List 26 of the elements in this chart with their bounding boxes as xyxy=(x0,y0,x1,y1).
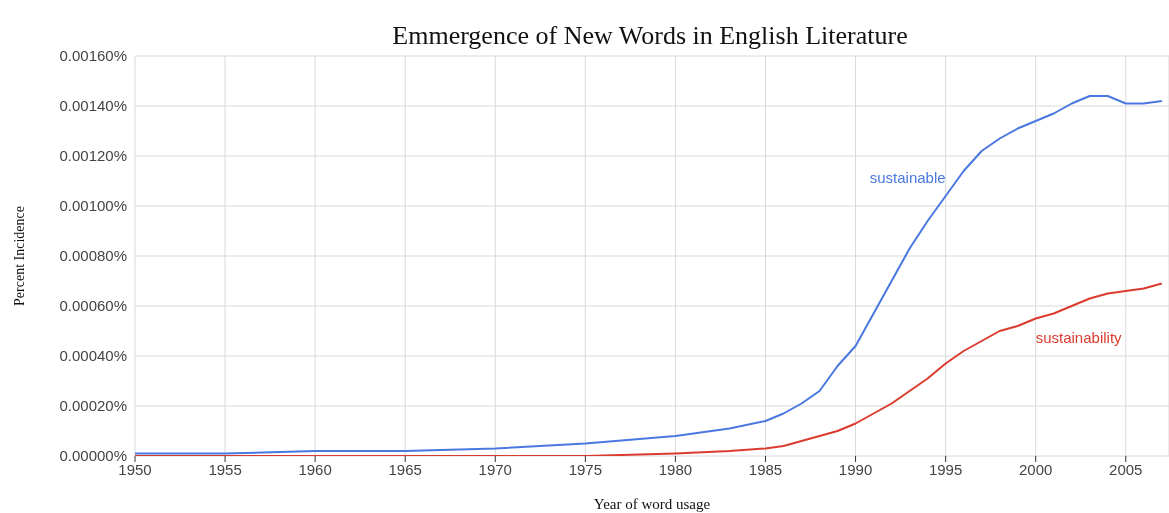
x-tick-label: 1995 xyxy=(928,460,963,478)
x-tick-label: 1960 xyxy=(298,460,332,478)
x-tick-label: 1985 xyxy=(748,460,783,478)
x-tick-label: 1955 xyxy=(208,460,242,478)
series-label: sustainable xyxy=(869,169,946,186)
line-series xyxy=(135,95,1163,455)
y-tick-label: 0.00160% xyxy=(59,47,127,65)
x-tick-label: 2000 xyxy=(1019,460,1053,478)
x-axis-title: Year of word usage xyxy=(593,496,711,512)
y-axis-title: Percent Incidence xyxy=(11,206,27,306)
y-tick-label: 0.00140% xyxy=(59,97,127,115)
x-tick-label: 1990 xyxy=(838,460,873,478)
y-tick-label: 0.00060% xyxy=(59,297,127,315)
y-tick-label: 0.00020% xyxy=(59,397,127,415)
x-tick-label: 1970 xyxy=(478,460,512,478)
y-tick-label: 0.00080% xyxy=(59,247,127,265)
line-series xyxy=(135,282,1163,456)
x-tick-label: 2005 xyxy=(1109,460,1143,478)
y-tick-label: 0.00100% xyxy=(59,197,127,215)
x-tick-label: 1980 xyxy=(658,460,693,478)
chart-title: Emmergence of New Words in English Literature xyxy=(392,21,908,50)
x-tick-label: 1975 xyxy=(568,460,603,478)
x-tick-label: 1965 xyxy=(388,460,422,478)
y-tick-label: 0.00040% xyxy=(59,347,127,365)
series-label: sustainability xyxy=(1035,328,1123,346)
y-tick-label: 0.00120% xyxy=(59,147,127,165)
